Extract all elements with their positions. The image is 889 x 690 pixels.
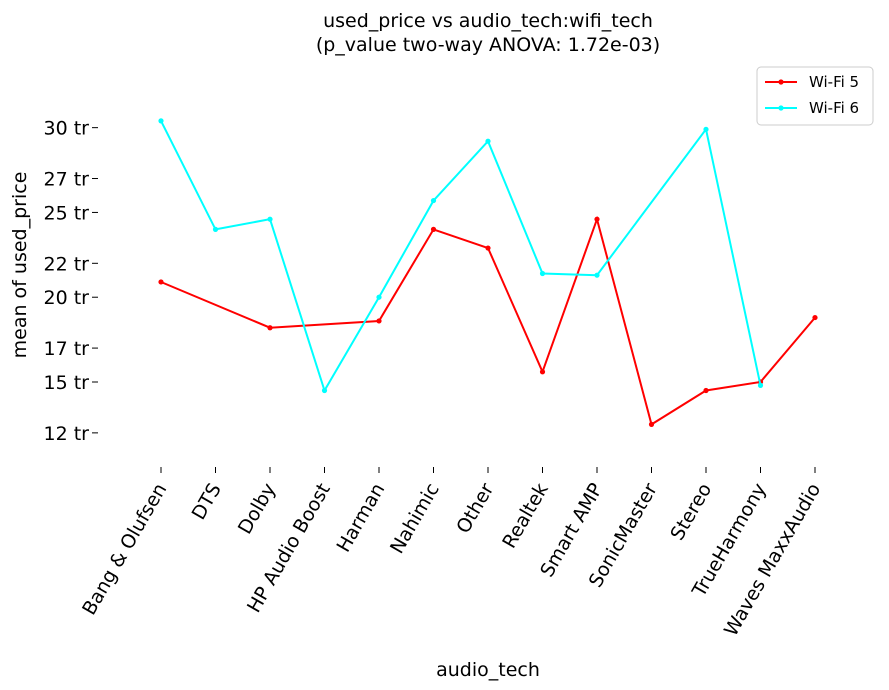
- series-layer: [158, 118, 818, 427]
- data-point: [485, 245, 491, 251]
- x-axis-label: audio_tech: [436, 659, 540, 681]
- x-tick-label: Harman: [332, 480, 389, 556]
- data-point: [212, 226, 219, 232]
- y-tick-label: 22 tr: [44, 253, 90, 275]
- y-tick-label: 25 tr: [44, 202, 90, 224]
- y-tick-label: 27 tr: [44, 169, 90, 191]
- data-point: [376, 318, 382, 324]
- x-tick-label: Nahimic: [386, 480, 444, 558]
- data-point: [648, 421, 655, 427]
- legend-entry-label: Wi-Fi 5: [809, 73, 859, 91]
- x-tick-label: Dolby: [234, 480, 280, 538]
- data-point: [158, 279, 164, 285]
- y-tick-label: 20 tr: [44, 287, 90, 309]
- x-tick-label: Realtek: [498, 480, 553, 553]
- data-point: [812, 314, 818, 321]
- data-point: [430, 197, 437, 204]
- data-point: [267, 325, 273, 331]
- data-point: [703, 126, 709, 132]
- y-axis-label: mean of used_price: [9, 172, 31, 359]
- legend-swatch-marker: [778, 105, 784, 111]
- data-point: [267, 216, 273, 222]
- data-point: [321, 387, 328, 394]
- data-point: [539, 270, 546, 277]
- y-tick-label: 17 tr: [44, 338, 90, 360]
- x-tick-label: Stereo: [666, 480, 716, 545]
- data-point: [703, 387, 709, 394]
- legend: Wi-Fi 5 Wi-Fi 6: [756, 66, 874, 126]
- data-point: [485, 138, 491, 144]
- data-point: [594, 216, 600, 222]
- x-tick-label: Bang & Olufsen: [78, 480, 171, 619]
- chart-title-line2: (p_value two-way ANOVA: 1.72e-03): [316, 34, 660, 56]
- data-point: [594, 272, 600, 278]
- data-point: [376, 294, 382, 300]
- legend-entry-label: Wi-Fi 6: [809, 99, 859, 117]
- y-axis: 12 tr 15 tr 17 tr 20 tr 22 tr 25 tr 27 tr 30 tr: [44, 118, 98, 445]
- x-tick-label: DTS: [188, 480, 226, 524]
- x-tick-label: Other: [452, 479, 498, 537]
- data-point: [158, 118, 164, 124]
- y-tick-label: 12 tr: [44, 423, 90, 445]
- chart-title-line1: used_price vs audio_tech:wifi_tech: [323, 10, 653, 32]
- data-point: [757, 382, 764, 388]
- legend-swatch-marker: [778, 79, 784, 85]
- x-tick-label: Waves MaxxAudio: [720, 480, 825, 640]
- y-tick-label: 30 tr: [44, 118, 90, 140]
- data-point: [539, 369, 546, 375]
- y-tick-label: 15 tr: [44, 372, 90, 394]
- data-point: [430, 226, 437, 232]
- series-line-2: [160, 120, 762, 393]
